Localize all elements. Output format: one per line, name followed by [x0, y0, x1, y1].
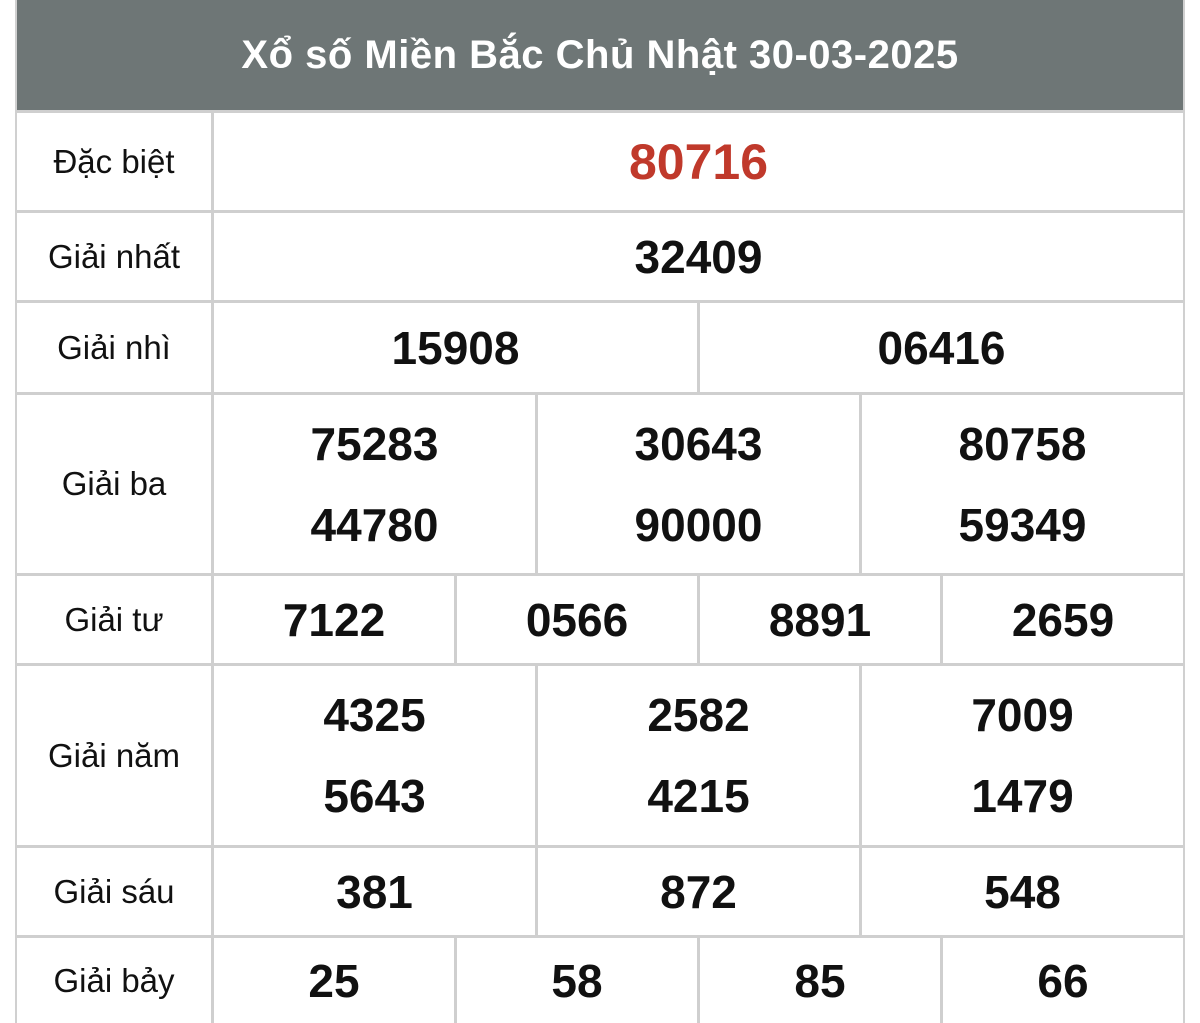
prize-label: Giải năm — [17, 666, 214, 845]
winning-number: 80758 — [958, 417, 1087, 470]
prize-row: Giải nhất 32409 — [17, 210, 1183, 300]
prize-cell: 30643 90000 — [535, 395, 859, 573]
prize-cell: 4325 5643 — [214, 666, 535, 845]
prize-cell: 8891 — [697, 576, 940, 663]
winning-number: 15908 — [391, 321, 520, 374]
prize-row: Đặc biệt 80716 — [17, 110, 1183, 210]
prize-label: Giải tư — [17, 576, 214, 663]
winning-number: 4215 — [647, 770, 750, 823]
prize-cell: 80716 — [214, 113, 1183, 210]
prize-label: Giải sáu — [17, 848, 214, 935]
prize-label: Giải nhì — [17, 303, 214, 392]
winning-number: 80716 — [628, 133, 769, 190]
winning-number: 85 — [794, 954, 846, 1007]
prize-cell: 381 — [214, 848, 535, 935]
prize-cell: 548 — [859, 848, 1183, 935]
prize-cell: 25 — [214, 938, 454, 1023]
prize-cell: 2582 4215 — [535, 666, 859, 845]
prize-cell: 2659 — [940, 576, 1183, 663]
winning-number: 548 — [984, 865, 1061, 918]
prize-cell: 7122 — [214, 576, 454, 663]
prize-cell: 80758 59349 — [859, 395, 1183, 573]
winning-number: 7009 — [971, 688, 1074, 741]
page-title: Xổ số Miền Bắc Chủ Nhật 30-03-2025 — [17, 0, 1183, 110]
prize-cell: 75283 44780 — [214, 395, 535, 573]
winning-number: 06416 — [877, 321, 1006, 374]
winning-number: 872 — [660, 865, 737, 918]
prize-row: Giải năm 4325 5643 2582 4215 7009 1479 — [17, 663, 1183, 845]
winning-number: 4325 — [323, 688, 426, 741]
prize-cell: 32409 — [214, 213, 1183, 300]
prize-cell: 06416 — [697, 303, 1183, 392]
winning-number: 5643 — [323, 770, 426, 823]
winning-number: 44780 — [310, 498, 439, 551]
winning-number: 1479 — [971, 770, 1074, 823]
prize-cell: 58 — [454, 938, 697, 1023]
winning-number: 66 — [1037, 954, 1089, 1007]
winning-number: 25 — [308, 954, 360, 1007]
prize-row: Giải tư 7122 0566 8891 2659 — [17, 573, 1183, 663]
prize-label: Đặc biệt — [17, 113, 214, 210]
prize-cell: 7009 1479 — [859, 666, 1183, 845]
winning-number: 381 — [336, 865, 413, 918]
winning-number: 2582 — [647, 688, 750, 741]
winning-number: 59349 — [958, 498, 1087, 551]
prize-row: Giải ba 75283 44780 30643 90000 80758 59349 — [17, 392, 1183, 573]
winning-number: 32409 — [634, 230, 763, 283]
prize-cell: 0566 — [454, 576, 697, 663]
prize-cell: 85 — [697, 938, 940, 1023]
winning-number: 90000 — [634, 498, 763, 551]
prize-row: Giải sáu 381 872 548 — [17, 845, 1183, 935]
winning-number: 75283 — [310, 417, 439, 470]
winning-number: 8891 — [768, 593, 872, 646]
winning-number: 0566 — [525, 593, 629, 646]
winning-number: 7122 — [282, 593, 386, 646]
winning-number: 58 — [551, 954, 603, 1007]
lottery-results-table: Xổ số Miền Bắc Chủ Nhật 30-03-2025 Đặc b… — [15, 0, 1185, 1023]
winning-number: 2659 — [1011, 593, 1115, 646]
prize-label: Giải nhất — [17, 213, 214, 300]
prize-row: Giải nhì 15908 06416 — [17, 300, 1183, 392]
prize-cell: 872 — [535, 848, 859, 935]
prize-label: Giải bảy — [17, 938, 214, 1023]
prize-cell: 15908 — [214, 303, 697, 392]
prize-row: Giải bảy 25 58 85 66 — [17, 935, 1183, 1023]
winning-number: 30643 — [634, 417, 763, 470]
prize-cell: 66 — [940, 938, 1183, 1023]
prize-label: Giải ba — [17, 395, 214, 573]
